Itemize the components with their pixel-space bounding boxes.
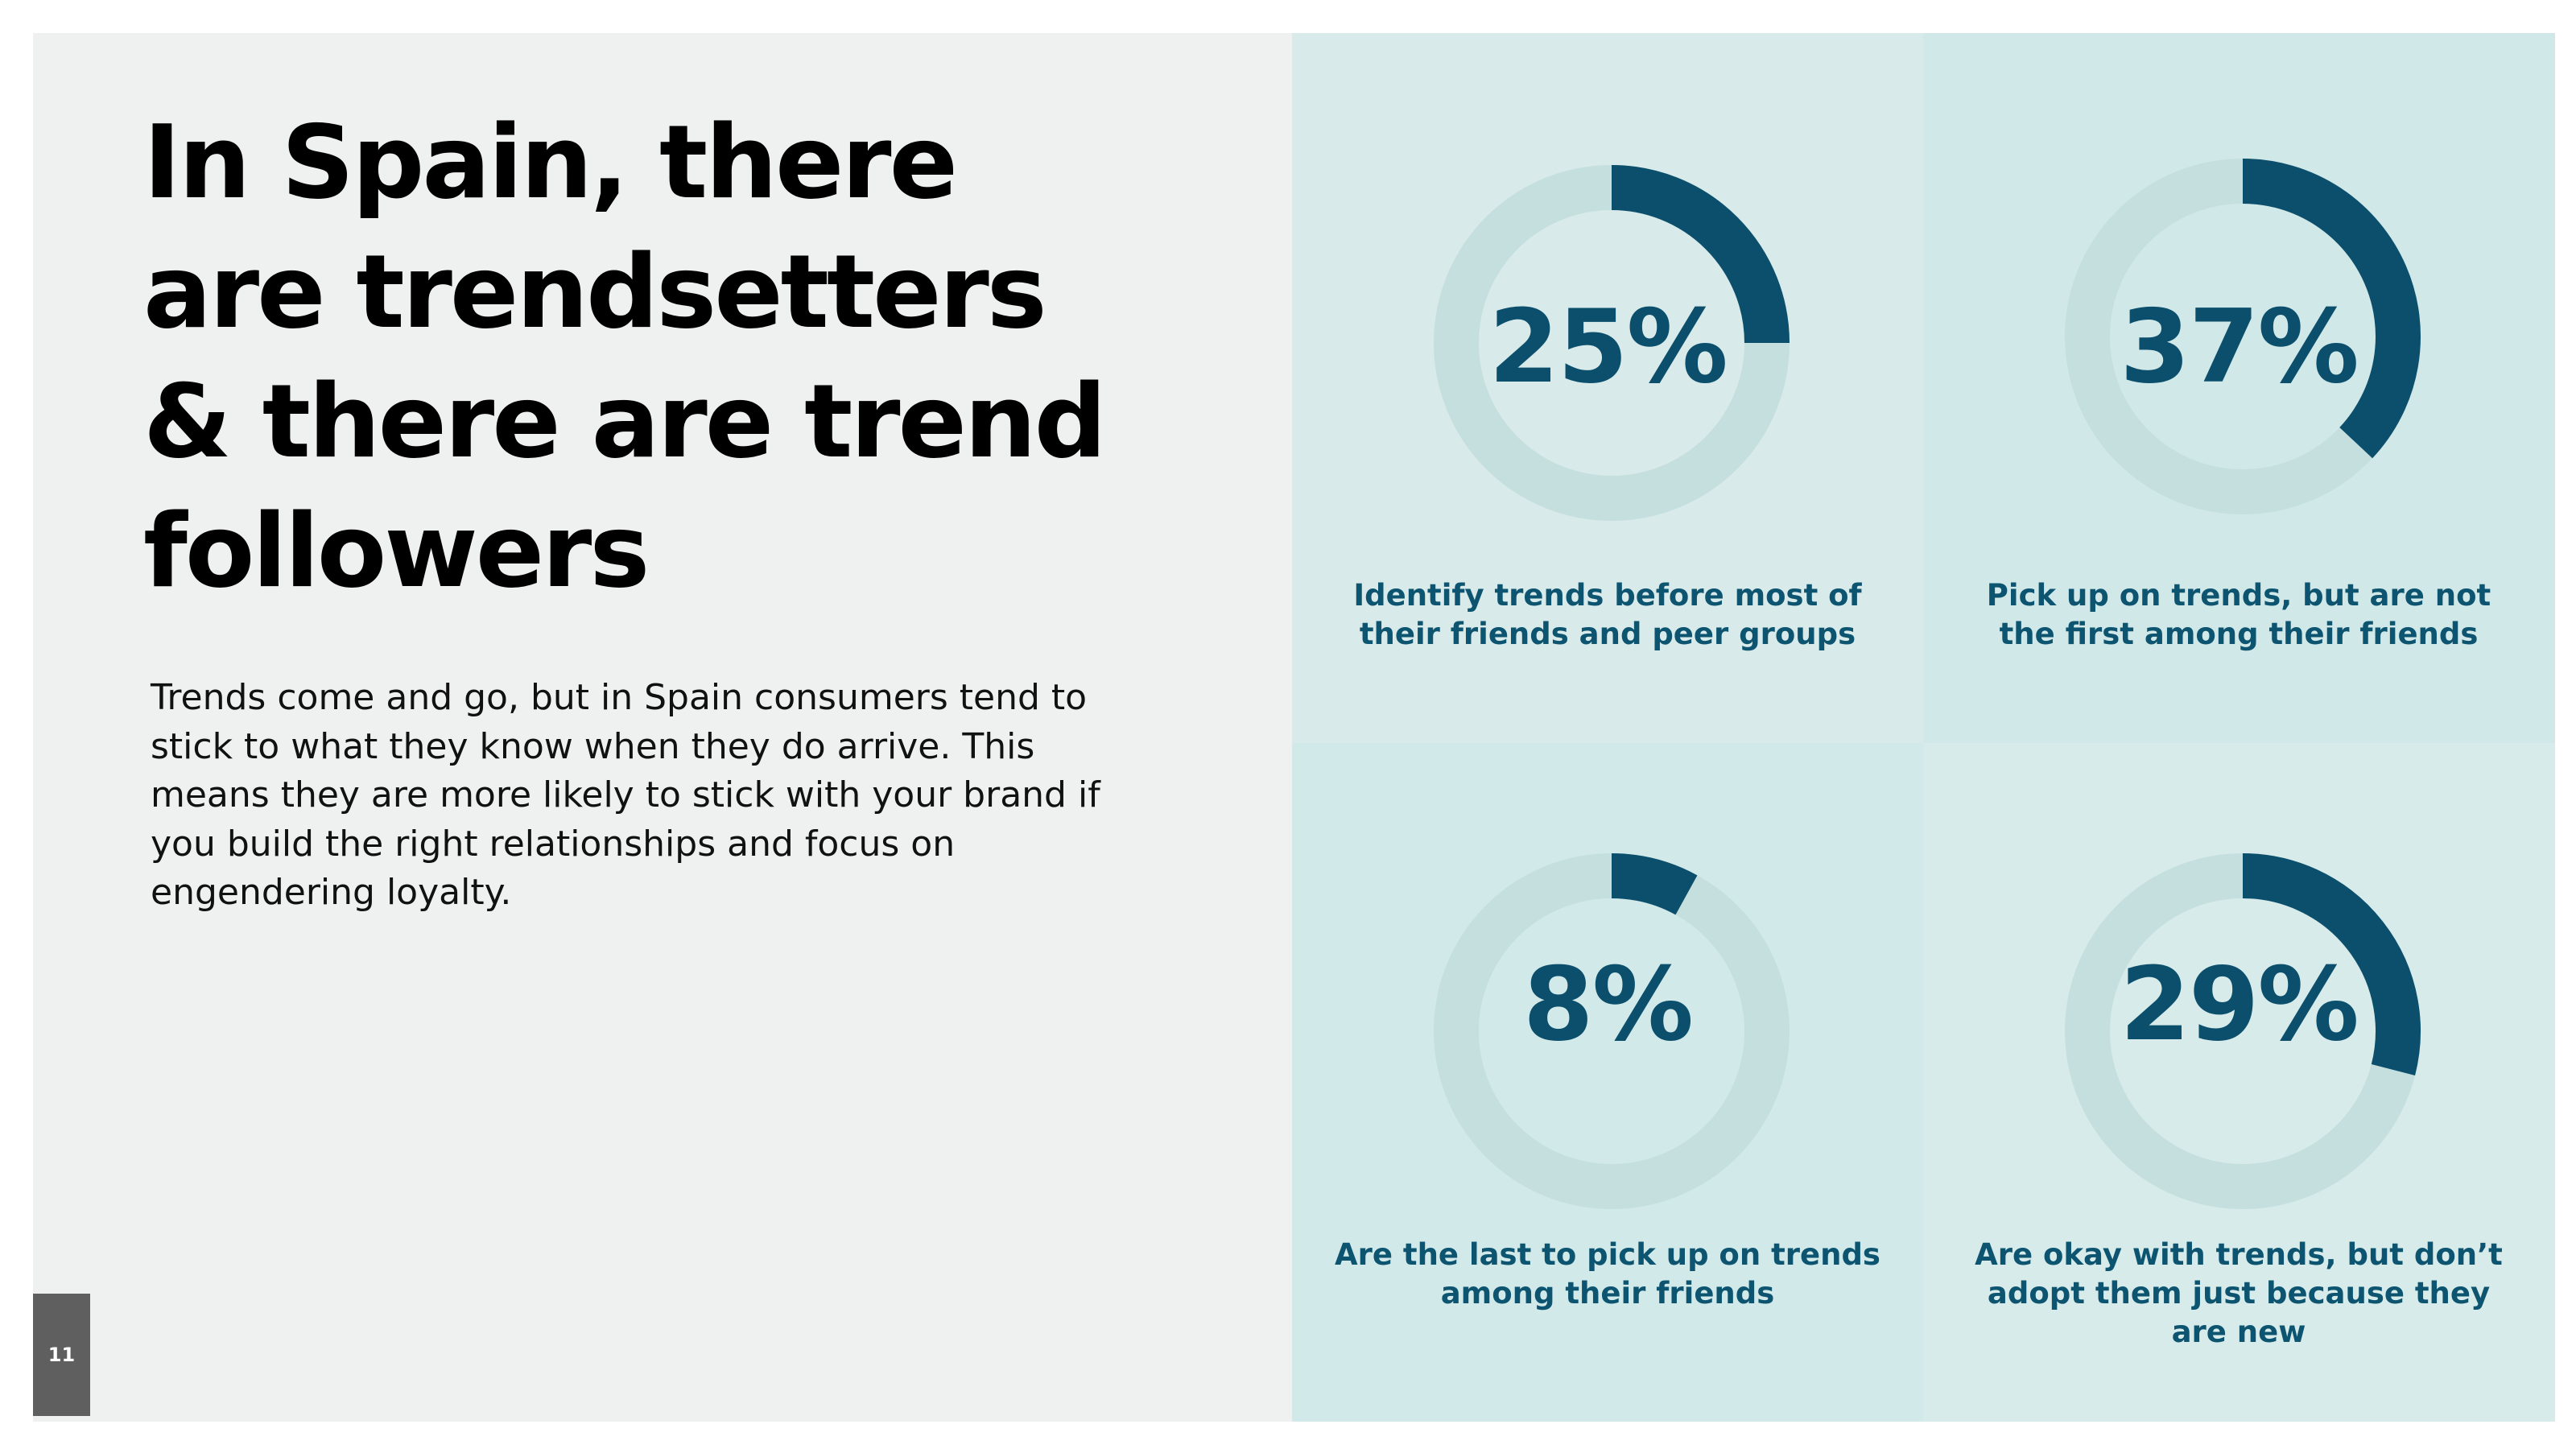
donut-chart <box>2065 853 2421 1209</box>
stat-card-pragmatists: 29% Are okay with trends, but don’t adop… <box>1923 743 2555 1422</box>
stat-value: 8% <box>1523 945 1694 1063</box>
caption-line: Identify trends before most of <box>1353 578 1862 613</box>
donut-chart <box>2065 159 2421 514</box>
body-line: Trends come and go, but in Spain consume… <box>151 677 1088 718</box>
stat-caption: Are okay with trends, but don’t adopt th… <box>1923 1236 2554 1352</box>
slide: In Spain, there are trendsetters & there… <box>33 33 2555 1422</box>
caption-line: the first among their friends <box>1999 617 2479 651</box>
headline: In Spain, there are trendsetters & there… <box>143 97 1190 616</box>
headline-line: are trendsetters <box>143 233 1047 351</box>
donut-chart <box>1434 853 1790 1209</box>
stat-value: 29% <box>2120 945 2359 1063</box>
body-paragraph: Trends come and go, but in Spain consume… <box>151 674 1157 918</box>
caption-line: Pick up on trends, but are not <box>1986 578 2491 613</box>
caption-line: are new <box>2171 1315 2306 1349</box>
stat-value: 25% <box>1488 287 1728 406</box>
body-line: you build the right relationships and fo… <box>151 823 956 865</box>
stat-caption: Pick up on trends, but are not the first… <box>1923 576 2554 654</box>
donut-value-arc <box>2242 853 2421 1075</box>
donut-chart <box>1434 165 1790 521</box>
stat-caption: Identify trends before most of their fri… <box>1292 576 1923 654</box>
body-line: stick to what they know when they do arr… <box>151 725 1035 767</box>
headline-line: In Spain, there <box>143 103 958 221</box>
donut-value-arc <box>2242 159 2421 459</box>
body-line: engendering loyalty. <box>151 872 512 913</box>
donut-value-arc <box>1611 853 1698 915</box>
stat-value: 37% <box>2120 287 2359 406</box>
caption-line: among their friends <box>1440 1276 1775 1311</box>
stat-card-laggards: 8% Are the last to pick up on trends amo… <box>1292 743 1923 1422</box>
body-line: means they are more likely to stick with… <box>151 774 1100 815</box>
page-number-badge: 11 <box>33 1294 90 1416</box>
caption-line: Are okay with trends, but don’t <box>1975 1237 2503 1272</box>
headline-line: followers <box>143 492 650 610</box>
stat-caption: Are the last to pick up on trends among … <box>1292 1236 1923 1313</box>
intro-panel: In Spain, there are trendsetters & there… <box>33 33 1292 1422</box>
headline-line: & there are trend <box>143 362 1107 481</box>
caption-line: adopt them just because they <box>1987 1276 2491 1311</box>
caption-line: Are the last to pick up on trends <box>1335 1237 1880 1272</box>
stat-card-early-followers: 37% Pick up on trends, but are not the f… <box>1923 33 2555 743</box>
donut-value-arc <box>1611 165 1790 344</box>
caption-line: their friends and peer groups <box>1359 617 1856 651</box>
stat-card-trendsetters: 25% Identify trends before most of their… <box>1292 33 1923 743</box>
